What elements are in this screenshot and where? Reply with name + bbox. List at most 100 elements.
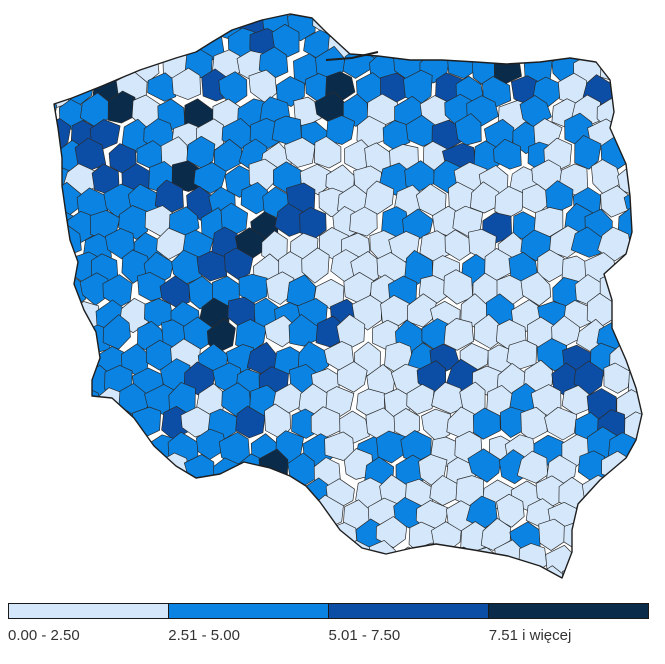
- county-region: [18, 116, 50, 148]
- county-region: [485, 14, 515, 18]
- county-region: [56, 361, 87, 395]
- legend-label-2: 5.01 - 7.50: [328, 627, 401, 644]
- county-region: [591, 518, 619, 553]
- county-region: [18, 338, 48, 372]
- county-region: [648, 188, 665, 218]
- county-region: [279, 0, 309, 13]
- county-region: [614, 27, 642, 63]
- county-region: [433, 563, 463, 578]
- county-region: [54, 499, 62, 535]
- county-region: [258, 543, 288, 577]
- county-region: [69, 521, 101, 553]
- county-region: [276, 76, 306, 107]
- county-region: [95, 472, 127, 506]
- county-region: [54, 14, 73, 15]
- county-region: [535, 30, 566, 60]
- county-region: [480, 517, 512, 551]
- county-region: [54, 318, 56, 351]
- county-region: [54, 136, 58, 172]
- county-region: [614, 567, 642, 578]
- legend-color-bar: [8, 603, 649, 619]
- county-region: [318, 540, 347, 572]
- county-region: [155, 14, 187, 35]
- county-region: [54, 252, 69, 285]
- county-region: [251, 14, 280, 15]
- county-region: [57, 544, 87, 578]
- county-region: [652, 225, 665, 257]
- county-region: [107, 454, 136, 488]
- county-region: [627, 457, 642, 491]
- county-region: [639, 26, 642, 59]
- county-region: [448, 546, 478, 577]
- county-region: [258, 494, 288, 530]
- county-region: [574, 135, 602, 170]
- county-region: [328, 14, 360, 15]
- county-region: [368, 14, 397, 40]
- county-region: [64, 474, 93, 510]
- county-region: [638, 249, 642, 282]
- county-region: [480, 565, 511, 578]
- county-region: [158, 547, 190, 578]
- county-region: [511, 569, 542, 578]
- county-region: [54, 228, 55, 261]
- county-region: [520, 271, 552, 307]
- county-region: [97, 14, 126, 17]
- legend-swatch-0: [9, 604, 169, 618]
- county-region: [627, 544, 642, 578]
- county-region: [493, 14, 526, 34]
- county-region: [576, 14, 605, 37]
- county-region: [91, 27, 123, 62]
- county-region: [640, 478, 642, 508]
- county-region: [168, 477, 197, 510]
- county-region: [77, 48, 108, 84]
- county-region: [562, 564, 591, 578]
- county-region: [54, 496, 86, 528]
- county-region: [643, 386, 665, 416]
- county-region: [651, 450, 665, 484]
- county-region: [79, 497, 109, 530]
- county-region: [325, 115, 355, 145]
- county-region: [16, 479, 44, 512]
- county-region: [265, 271, 295, 305]
- legend-swatch-1: [169, 604, 329, 618]
- county-region: [212, 498, 242, 531]
- county-region: [54, 187, 59, 221]
- county-region: [247, 569, 278, 578]
- county-region: [181, 14, 213, 35]
- county-region: [638, 14, 642, 18]
- county-region: [118, 563, 148, 578]
- county-region: [66, 568, 99, 578]
- county-region: [54, 95, 58, 129]
- county-region: [145, 14, 173, 16]
- county-region: [16, 32, 47, 63]
- county-region: [312, 14, 342, 36]
- county-region: [583, 30, 614, 61]
- county-region: [655, 276, 665, 309]
- county-region: [559, 0, 588, 13]
- county-region: [620, 14, 642, 40]
- county-region: [78, 544, 109, 575]
- county-region: [64, 341, 96, 373]
- county-region: [550, 14, 582, 42]
- county-region: [493, 138, 522, 170]
- county-region: [57, 450, 88, 485]
- legend-swatch-2: [329, 604, 489, 618]
- county-region: [602, 545, 633, 578]
- county-region: [133, 496, 162, 527]
- county-region: [301, 247, 330, 284]
- county-region: [17, 70, 46, 102]
- county-region: [641, 293, 642, 328]
- county-region: [374, 14, 407, 17]
- county-region: [54, 523, 69, 556]
- county-region: [107, 90, 138, 124]
- county-region: [91, 518, 121, 553]
- county-region: [375, 516, 408, 549]
- county-region: [651, 503, 665, 534]
- county-region: [54, 272, 60, 307]
- county-region: [234, 496, 265, 532]
- county-region: [54, 477, 70, 510]
- county-region: [443, 269, 474, 305]
- county-region: [290, 494, 320, 528]
- county-region: [406, 26, 435, 58]
- county-region: [104, 228, 135, 260]
